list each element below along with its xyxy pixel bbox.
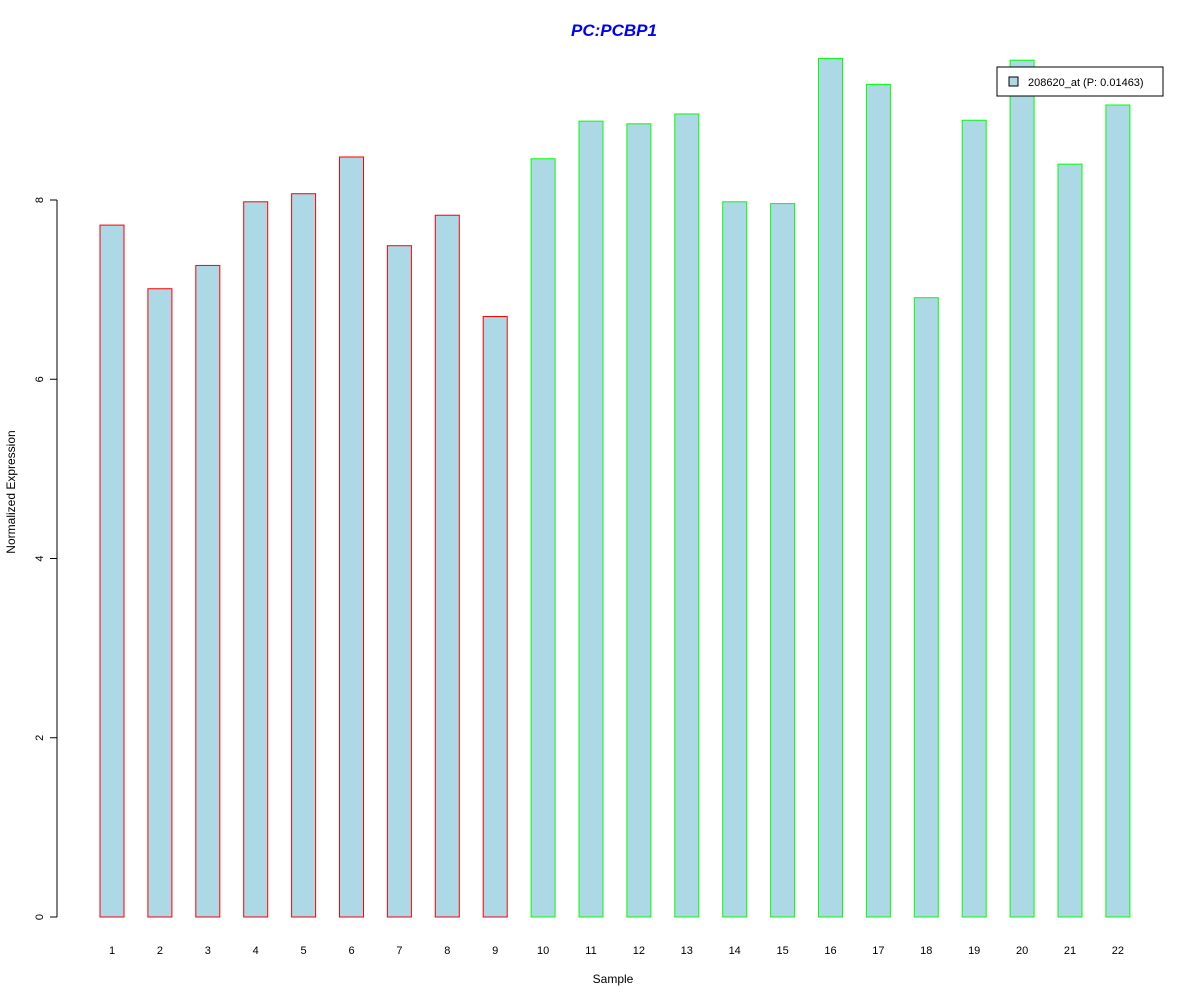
bar-sample-9 xyxy=(482,316,508,918)
y-tick-label: 2 xyxy=(34,735,46,741)
bar-sample-12 xyxy=(626,123,652,918)
x-tick-label: 21 xyxy=(1064,945,1076,957)
bars xyxy=(99,57,1131,918)
bar-sample-22 xyxy=(1105,104,1131,918)
x-tick-label: 20 xyxy=(1016,945,1028,957)
bar-sample-20 xyxy=(1009,59,1035,918)
x-tick-label: 15 xyxy=(776,945,788,957)
y-tick-label: 8 xyxy=(34,197,46,203)
y-tick-label: 6 xyxy=(34,376,46,382)
x-tick-label: 4 xyxy=(253,945,259,957)
x-tick-label: 22 xyxy=(1112,945,1124,957)
bar-sample-3 xyxy=(195,264,221,918)
y-tick-label: 4 xyxy=(34,555,46,561)
legend-swatch xyxy=(1008,76,1019,87)
x-tick-label: 9 xyxy=(492,945,498,957)
x-tick-label: 10 xyxy=(537,945,549,957)
x-tick-label: 7 xyxy=(396,945,402,957)
bar-sample-19 xyxy=(961,119,987,918)
bar-sample-8 xyxy=(434,214,460,918)
legend: 208620_at (P: 0.01463) xyxy=(996,66,1164,97)
y-tick-label: 0 xyxy=(34,914,46,920)
bar-sample-1 xyxy=(99,224,125,918)
legend-label: 208620_at (P: 0.01463) xyxy=(1028,77,1144,89)
x-tick-label: 14 xyxy=(729,945,741,957)
x-tick-label: 17 xyxy=(872,945,884,957)
x-tick-label: 6 xyxy=(348,945,354,957)
x-tick-label: 5 xyxy=(301,945,307,957)
bar-sample-21 xyxy=(1057,163,1083,918)
chart-title: PC:PCBP1 xyxy=(571,21,657,40)
bar-sample-17 xyxy=(865,83,891,918)
bar-sample-11 xyxy=(578,120,604,918)
y-axis-label: Normalized Expression xyxy=(4,430,18,553)
x-tick-label: 19 xyxy=(968,945,980,957)
bar-sample-6 xyxy=(339,156,364,918)
bar-sample-16 xyxy=(818,57,843,918)
bar-sample-4 xyxy=(243,201,269,918)
x-axis-label: Sample xyxy=(593,972,634,986)
x-tick-label: 1 xyxy=(109,945,115,957)
bar-sample-18 xyxy=(913,297,939,918)
x-tick-label: 11 xyxy=(585,945,596,957)
legend-box xyxy=(996,66,1164,97)
bar-sample-14 xyxy=(722,201,748,918)
bar-sample-15 xyxy=(770,203,796,918)
bar-sample-13 xyxy=(674,113,700,918)
y-axis: 0 2 4 6 8 xyxy=(34,197,58,920)
x-tick-label: 13 xyxy=(681,945,693,957)
x-tick-label: 8 xyxy=(444,945,450,957)
x-tick-labels: 1 2 3 4 5 6 7 8 9 10 11 12 13 14 15 16 17 18 19 20 21 22 xyxy=(109,945,1124,957)
bar-sample-10 xyxy=(530,158,556,918)
bar-sample-7 xyxy=(386,245,412,918)
x-tick-label: 3 xyxy=(205,945,211,957)
bar-sample-2 xyxy=(147,288,173,918)
x-tick-label: 16 xyxy=(824,945,836,957)
x-tick-label: 12 xyxy=(633,945,645,957)
x-tick-label: 18 xyxy=(920,945,932,957)
x-tick-label: 2 xyxy=(157,945,163,957)
bar-sample-5 xyxy=(291,193,317,918)
